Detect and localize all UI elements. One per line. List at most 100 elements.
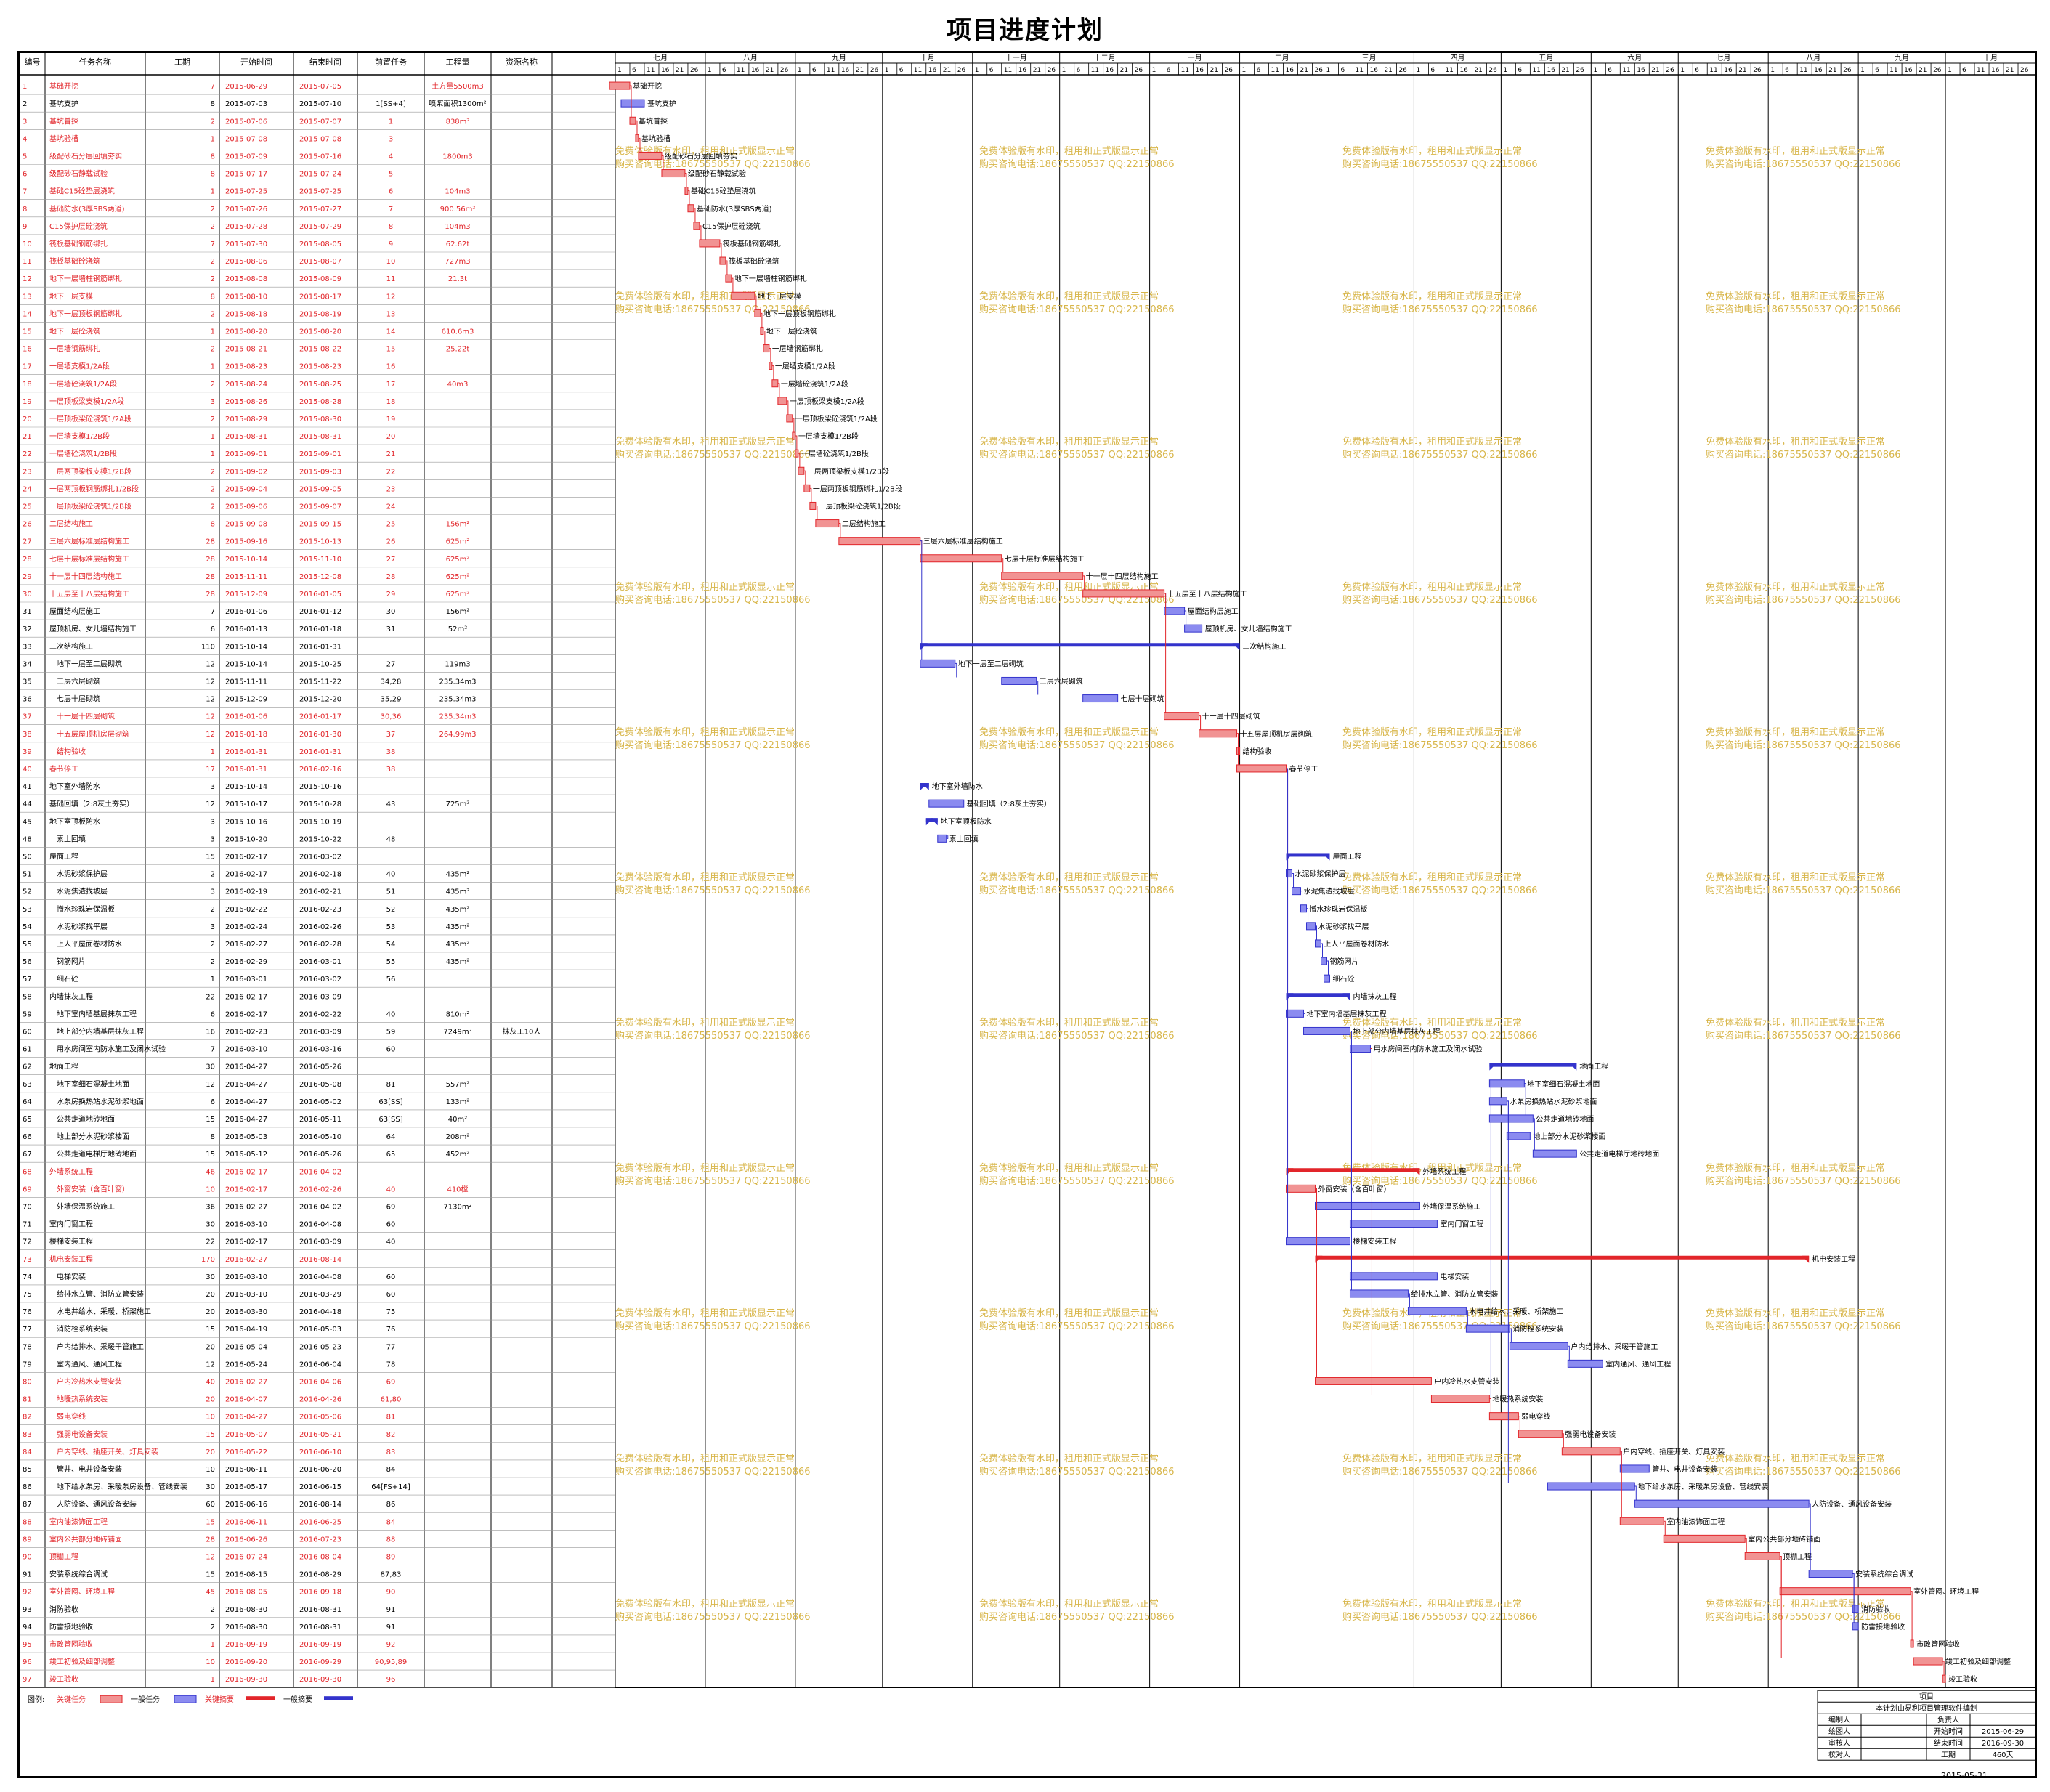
task-predecessor: 4 <box>389 153 393 161</box>
summary-cap <box>1412 1168 1420 1176</box>
dependency-link <box>1510 1328 1512 1343</box>
task-predecessor: 3 <box>389 135 393 143</box>
task-start: 2015-10-14 <box>225 556 267 564</box>
task-start: 2015-12-09 <box>225 591 267 599</box>
task-predecessor: 60 <box>386 1273 396 1281</box>
month-label: 二月 <box>1275 54 1289 62</box>
bar-label: 三层六层标准层结构施工 <box>923 537 1003 546</box>
task-id: 28 <box>23 556 32 564</box>
task-duration: 16 <box>206 1028 215 1036</box>
task-duration: 8 <box>211 153 215 161</box>
bar-label: 水电井给水、采暖、桥架施工 <box>1469 1307 1563 1316</box>
task-name: 室内门窗工程 <box>49 1220 93 1229</box>
task-id: 60 <box>23 1028 32 1036</box>
task-start: 2015-07-26 <box>225 206 267 214</box>
task-id: 38 <box>23 731 32 739</box>
task-name: 地下一层至二层砌筑 <box>57 659 122 668</box>
task-quantity: 452m² <box>446 1151 470 1159</box>
task-duration: 17 <box>206 766 215 774</box>
task-name: 地面工程 <box>49 1062 78 1071</box>
task-quantity: 156m² <box>446 521 470 529</box>
task-start: 2016-07-24 <box>225 1553 267 1561</box>
summary-bar <box>925 818 938 822</box>
watermark-text: 购买咨询电话:18675550537 QQ:22150866 <box>1706 885 1901 896</box>
task-name: 户内冷热水支管安装 <box>57 1377 122 1386</box>
task-bar <box>1506 1132 1531 1140</box>
task-duration: 2 <box>211 1623 215 1631</box>
task-name: 结构验收 <box>57 747 86 756</box>
month-label: 六月 <box>1627 54 1642 62</box>
task-bar <box>1634 1499 1810 1508</box>
task-predecessor: 78 <box>386 1361 396 1369</box>
task-bar <box>1184 624 1203 633</box>
watermark-text: 购买咨询电话:18675550537 QQ:22150866 <box>1342 449 1538 461</box>
day-label: 1 <box>798 67 802 74</box>
task-start: 2016-02-17 <box>225 1185 267 1193</box>
task-name: 户内穿线、插座开关、灯具安装 <box>57 1447 158 1456</box>
info-project-name: 本计划由易利项目管理软件编制 <box>1876 1703 1977 1713</box>
task-id: 84 <box>23 1448 32 1456</box>
bar-label: 水泥砂浆保护层 <box>1295 869 1346 879</box>
task-start: 2016-04-27 <box>225 1063 267 1071</box>
task-predecessor: 34,28 <box>381 678 402 686</box>
task-start: 2016-09-19 <box>225 1641 267 1649</box>
task-end: 2016-02-16 <box>299 766 341 774</box>
bar-label: 级配砂石静载试验 <box>688 169 746 179</box>
task-duration: 3 <box>211 888 215 896</box>
task-name: 水泵房换热站水泥砂浆地面 <box>57 1097 144 1106</box>
task-end: 2016-05-11 <box>299 1116 341 1124</box>
task-id: 52 <box>23 888 32 896</box>
task-id: 61 <box>23 1046 32 1054</box>
day-label: 26 <box>1315 67 1324 74</box>
task-duration: 10 <box>206 1185 215 1193</box>
legend-swatch-critical-summary <box>246 1696 275 1700</box>
task-end: 2016-09-29 <box>299 1658 341 1666</box>
task-start: 2016-05-24 <box>225 1361 267 1369</box>
task-name: 机电安装工程 <box>49 1254 93 1264</box>
task-bar <box>719 256 726 265</box>
dependency-link <box>798 453 801 468</box>
day-label: 26 <box>1225 67 1233 74</box>
dependency-link <box>687 190 690 205</box>
task-id: 73 <box>23 1256 32 1264</box>
task-start: 2015-07-09 <box>225 153 267 161</box>
task-duration: 1 <box>211 135 215 143</box>
day-label: 16 <box>1904 67 1913 74</box>
task-predecessor: 15 <box>386 346 396 354</box>
task-quantity: 410樘 <box>447 1184 468 1193</box>
task-name: 憎水珍珠岩保温板 <box>57 904 115 914</box>
task-name: 筏板基础砼浇筑 <box>49 256 100 266</box>
day-label: 11 <box>1799 67 1807 74</box>
task-duration: 2 <box>211 415 215 423</box>
bar-label: 一层两顶梁板支模1/2B段 <box>807 466 889 476</box>
task-duration: 45 <box>206 1589 215 1597</box>
task-bar <box>809 501 817 510</box>
task-duration: 7 <box>211 1046 215 1054</box>
task-end: 2016-09-18 <box>299 1589 341 1597</box>
task-bar <box>1349 1045 1371 1053</box>
task-predecessor: 40 <box>386 1185 396 1193</box>
task-bar <box>693 222 700 230</box>
dependency-link <box>777 383 780 397</box>
day-label: 21 <box>1120 67 1128 74</box>
task-bar <box>1518 1430 1563 1438</box>
task-predecessor: 40 <box>386 871 396 879</box>
task-name: 七层十层砌筑 <box>57 694 100 704</box>
task-id: 64 <box>23 1098 32 1106</box>
watermark-text: 购买咨询电话:18675550537 QQ:22150866 <box>1342 594 1538 606</box>
bar-label: 外墙保温系统施工 <box>1422 1201 1480 1211</box>
task-duration: 2 <box>211 223 215 231</box>
task-start: 2016-08-30 <box>225 1606 267 1614</box>
task-start: 2015-08-26 <box>225 398 267 406</box>
watermark-text: 免费体验版有水印，租用和正式版显示正常 <box>1706 872 1885 883</box>
bar-label: 室内通风、通风工程 <box>1605 1359 1671 1369</box>
task-end: 2016-02-26 <box>299 1185 341 1193</box>
day-label: 16 <box>1547 67 1555 74</box>
task-bar <box>795 449 799 458</box>
task-id: 59 <box>23 1010 32 1018</box>
task-bar <box>777 397 787 405</box>
task-bar <box>684 187 689 195</box>
task-predecessor: 96 <box>386 1676 396 1684</box>
task-start: 2015-10-16 <box>225 818 267 826</box>
task-name: 一层墙支模1/2B段 <box>49 431 110 441</box>
